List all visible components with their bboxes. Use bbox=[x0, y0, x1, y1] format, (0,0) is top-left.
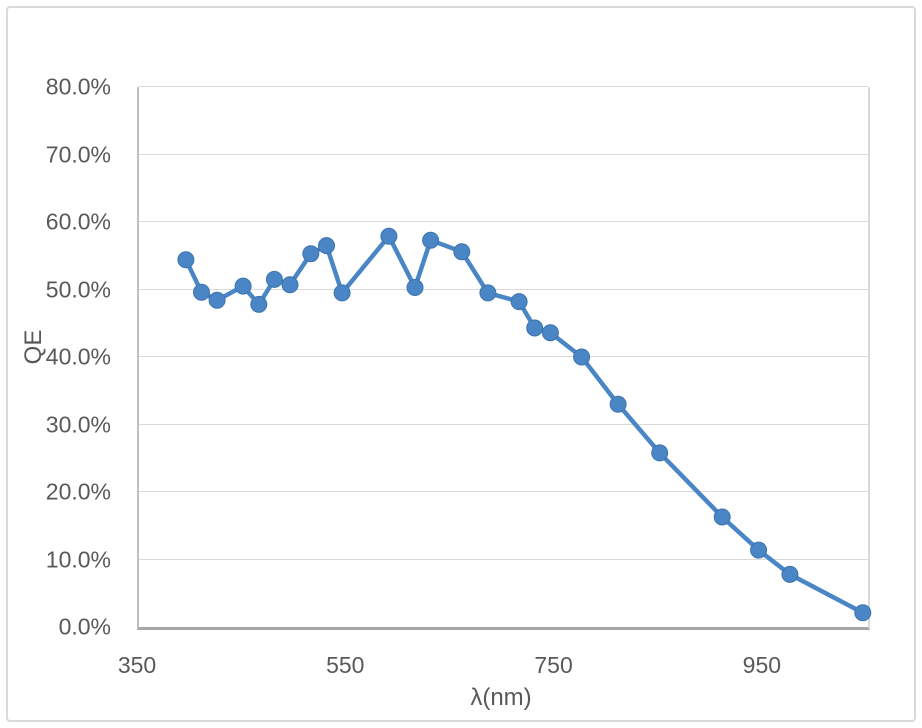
data-point-marker bbox=[380, 227, 398, 245]
data-point-marker bbox=[609, 395, 627, 413]
gridline bbox=[139, 86, 868, 88]
data-point-marker bbox=[234, 277, 252, 295]
x-tick-label: 750 bbox=[534, 652, 573, 678]
gridline bbox=[139, 491, 868, 493]
data-point-marker bbox=[281, 276, 299, 294]
data-point-marker bbox=[573, 348, 591, 366]
data-point-marker bbox=[526, 319, 544, 337]
data-point-marker bbox=[250, 295, 268, 313]
data-point-marker bbox=[406, 279, 424, 296]
y-tick-label: 10.0% bbox=[45, 546, 111, 572]
data-point-marker bbox=[510, 293, 528, 311]
data-point-marker bbox=[333, 284, 351, 302]
y-axis-title: QE bbox=[20, 329, 47, 365]
data-point-marker bbox=[193, 283, 210, 301]
data-point-marker bbox=[453, 243, 471, 261]
data-point-marker bbox=[479, 284, 497, 302]
x-tick-label: 550 bbox=[326, 652, 365, 678]
y-tick-label: 50.0% bbox=[45, 276, 111, 302]
data-point-marker bbox=[713, 508, 731, 526]
x-tick-label: 350 bbox=[117, 652, 157, 678]
plot-area bbox=[137, 86, 872, 630]
y-tick-label: 0.0% bbox=[58, 613, 111, 640]
data-point-marker bbox=[302, 245, 320, 263]
y-tick-label: 60.0% bbox=[45, 208, 111, 235]
x-tick-label: 950 bbox=[742, 652, 782, 678]
data-point-marker bbox=[422, 231, 440, 249]
gridline bbox=[139, 288, 868, 290]
gridline bbox=[139, 558, 868, 560]
data-point-marker bbox=[208, 291, 226, 309]
chart-frame bbox=[6, 6, 916, 722]
data-point-marker bbox=[318, 237, 335, 255]
data-point-marker bbox=[854, 604, 872, 622]
y-tick-label: 70.0% bbox=[45, 141, 111, 167]
data-point-marker bbox=[265, 270, 283, 288]
y-tick-label: 80.0% bbox=[45, 73, 111, 100]
data-point-marker bbox=[177, 251, 195, 269]
y-tick-label: 20.0% bbox=[45, 478, 111, 505]
data-point-marker bbox=[651, 444, 669, 462]
gridline bbox=[139, 221, 868, 223]
gridline bbox=[139, 356, 868, 358]
data-point-marker bbox=[750, 541, 768, 559]
y-tick-label: 40.0% bbox=[45, 343, 111, 370]
data-point-marker bbox=[781, 565, 799, 583]
gridline bbox=[139, 423, 868, 425]
qe-line-series bbox=[177, 227, 872, 622]
y-tick-label: 30.0% bbox=[45, 411, 111, 437]
data-point-marker bbox=[541, 324, 559, 342]
gridline bbox=[139, 153, 868, 155]
x-axis-title: λ(nm) bbox=[470, 684, 532, 711]
